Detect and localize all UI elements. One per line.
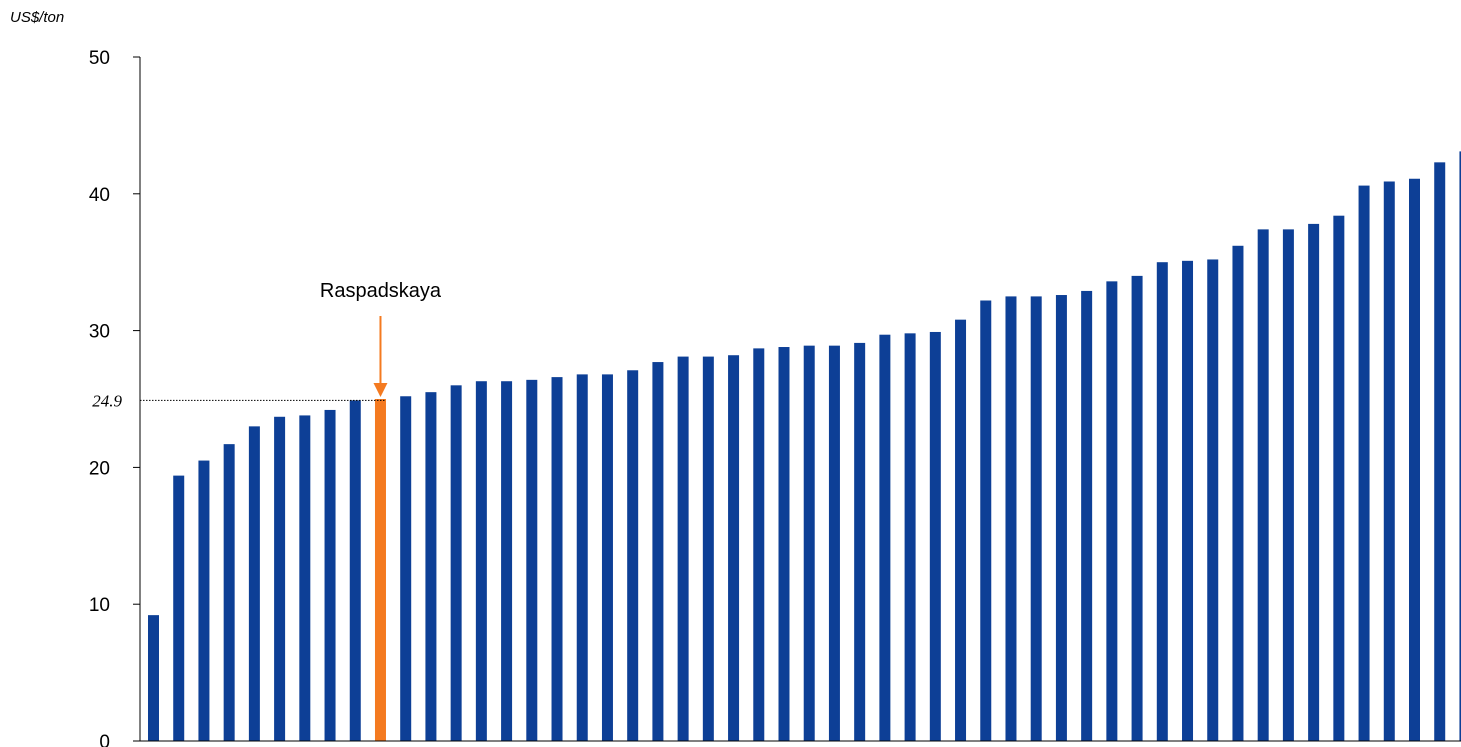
y-tick-label: 20 — [89, 458, 110, 479]
bar — [1459, 151, 1461, 741]
bar — [1257, 229, 1269, 741]
bar — [929, 331, 941, 741]
bar — [223, 444, 235, 741]
bar — [904, 333, 916, 741]
bar — [274, 416, 286, 741]
bar — [1030, 296, 1042, 741]
bar — [1409, 178, 1420, 741]
bar — [652, 362, 664, 741]
bar — [753, 348, 765, 741]
y-tick-label: 30 — [89, 322, 110, 343]
bar — [324, 409, 336, 741]
bar — [828, 345, 840, 741]
bar — [1358, 185, 1370, 742]
y-tick-label: 50 — [89, 48, 110, 69]
bar — [879, 334, 891, 741]
bar — [1333, 215, 1345, 741]
bar — [702, 356, 714, 741]
bar — [475, 381, 487, 741]
bar — [576, 374, 588, 741]
bar — [1232, 245, 1244, 741]
bar — [1282, 229, 1294, 741]
bar — [526, 379, 538, 741]
bar — [450, 385, 462, 741]
bar — [677, 356, 689, 741]
bar — [1207, 259, 1219, 741]
bar — [955, 319, 967, 741]
bar — [1434, 162, 1446, 742]
bar — [728, 355, 740, 741]
bar — [980, 300, 992, 741]
y-tick-label: 40 — [89, 185, 110, 206]
bar — [1055, 295, 1067, 741]
bars-group — [148, 151, 1461, 742]
bar — [501, 381, 513, 741]
bar — [1081, 290, 1093, 741]
annotation-label: Raspadskaya — [320, 280, 442, 302]
bar — [400, 396, 412, 741]
bar — [627, 370, 639, 741]
bar — [1131, 275, 1143, 741]
y-tick-label: 0 — [99, 732, 110, 747]
bar — [1383, 181, 1395, 742]
bar — [173, 475, 185, 741]
bar — [425, 392, 437, 741]
y-axis-unit-label: US$/ton — [10, 9, 64, 26]
y-tick-label: 10 — [89, 595, 110, 616]
annotation-arrow-head — [373, 383, 388, 397]
bar — [248, 426, 260, 741]
bar — [1005, 296, 1017, 741]
bar — [1106, 281, 1118, 741]
bar — [803, 345, 815, 741]
bar — [778, 347, 790, 741]
bar — [551, 377, 563, 741]
bar — [601, 374, 613, 741]
bar — [349, 400, 361, 741]
bar — [1182, 260, 1194, 741]
bar-highlight — [374, 399, 386, 741]
bar — [299, 415, 311, 741]
annotation-group: Raspadskaya — [320, 280, 442, 397]
bar — [1156, 262, 1168, 741]
reference-line-group: 24.9 — [92, 391, 386, 410]
bar — [148, 615, 159, 741]
bar — [198, 460, 210, 741]
bar — [1308, 223, 1320, 741]
reference-value-label: 24.9 — [92, 391, 122, 410]
y-axis: 0 10 20 30 40 50 — [89, 48, 1461, 747]
bar — [854, 342, 866, 741]
